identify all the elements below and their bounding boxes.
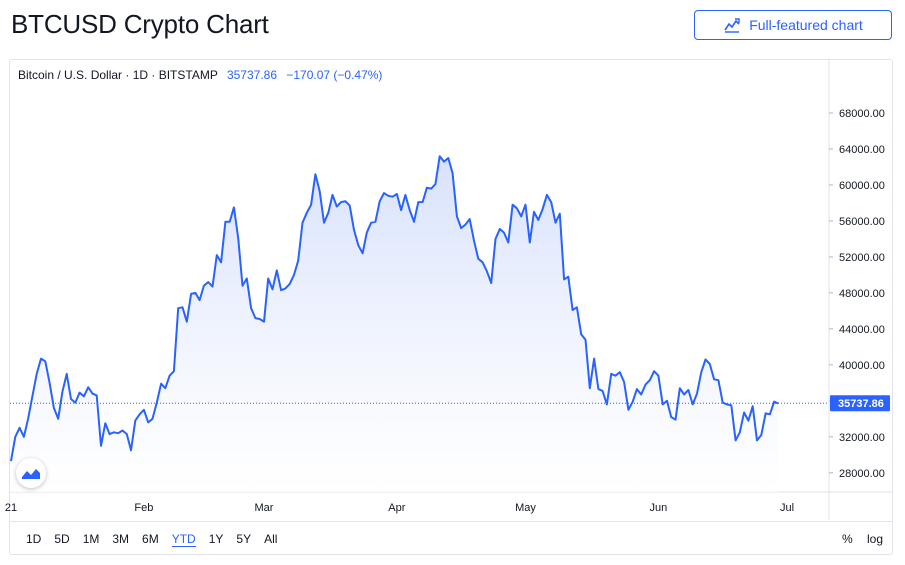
range-toolbar: 1D 5D 1M 3M 6M YTD 1Y 5Y All % log <box>10 521 892 555</box>
y-tick-label: 60000.00 <box>839 180 885 192</box>
last-price-label: 35737.86 <box>838 398 884 410</box>
x-tick-label: 21 <box>5 502 17 514</box>
chart-line-icon <box>724 18 740 33</box>
y-tick-label: 44000.00 <box>839 324 885 336</box>
legend-symbol: Bitcoin / U.S. Dollar · 1D · BITSTAMP <box>18 68 218 82</box>
y-tick-label: 48000.00 <box>839 288 885 300</box>
y-tick-label: 64000.00 <box>839 144 885 156</box>
full-featured-chart-label: Full-featured chart <box>749 17 863 33</box>
legend-change: −170.07 (−0.47%) <box>286 68 383 82</box>
x-tick-label: Mar <box>254 502 273 514</box>
range-button-3m[interactable]: 3M <box>112 532 130 546</box>
chart-legend: Bitcoin / U.S. Dollar · 1D · BITSTAMP 35… <box>18 68 382 82</box>
range-button-1y[interactable]: 1Y <box>208 532 224 546</box>
range-selector: 1D 5D 1M 3M 6M YTD 1Y 5Y All <box>26 532 290 547</box>
y-tick-label: 68000.00 <box>839 108 885 120</box>
full-featured-chart-button[interactable]: Full-featured chart <box>694 10 892 40</box>
y-tick-label: 40000.00 <box>839 360 885 372</box>
last-price-label-bg <box>830 395 890 412</box>
x-tick-label: May <box>515 502 536 514</box>
range-button-all[interactable]: All <box>264 532 278 546</box>
percent-toggle[interactable]: % <box>842 532 853 546</box>
x-tick-label: Apr <box>388 502 405 514</box>
page-title: BTCUSD Crypto Chart <box>11 9 269 39</box>
x-tick-label: Feb <box>134 502 153 514</box>
range-button-1m[interactable]: 1M <box>82 532 100 546</box>
price-line <box>10 155 779 462</box>
y-tick-label: 52000.00 <box>839 252 885 264</box>
chart-widget <box>9 59 893 555</box>
y-tick-label: 32000.00 <box>839 432 885 444</box>
tradingview-logo-icon[interactable] <box>16 458 46 488</box>
x-tick-label: Jul <box>780 502 794 514</box>
range-button-5y[interactable]: 5Y <box>236 532 252 546</box>
price-area-fill <box>11 156 779 492</box>
y-tick-label: 56000.00 <box>839 216 885 228</box>
range-button-5d[interactable]: 5D <box>54 532 70 546</box>
x-tick-label: Jun <box>650 502 668 514</box>
range-button-ytd[interactable]: YTD <box>171 532 196 547</box>
y-tick-label: 28000.00 <box>839 468 885 480</box>
range-button-1d[interactable]: 1D <box>26 532 42 546</box>
legend-price: 35737.86 <box>226 68 278 82</box>
log-toggle[interactable]: log <box>867 532 884 546</box>
range-button-6m[interactable]: 6M <box>142 532 159 546</box>
logo-glyph-icon <box>22 469 40 479</box>
